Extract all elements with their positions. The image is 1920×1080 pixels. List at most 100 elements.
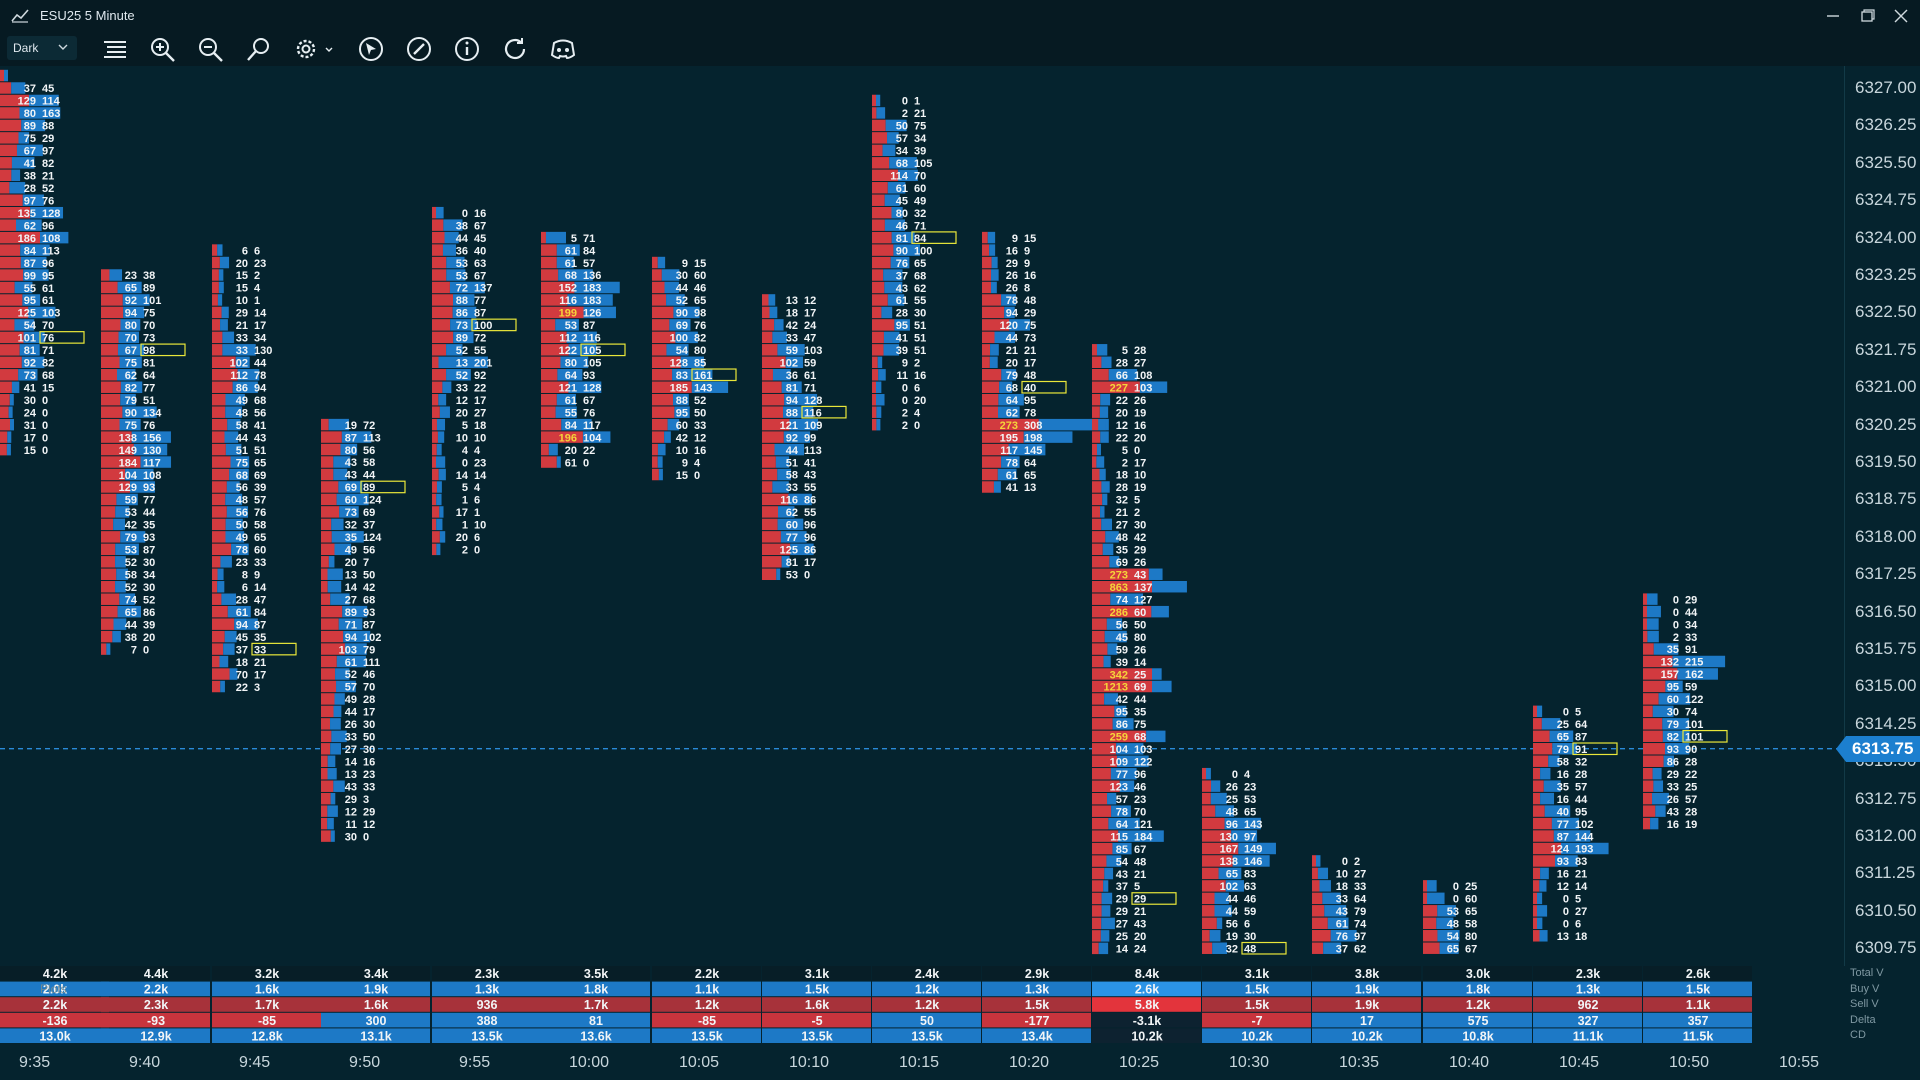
sell-volume-label: 29 (1667, 769, 1679, 781)
minimize-icon[interactable] (1818, 4, 1848, 28)
discord-icon[interactable] (548, 35, 578, 63)
price-axis[interactable]: 6327.00 6326.25 6325.50 6324.75 6324.00 6323.… (1844, 66, 1920, 966)
buy-volume-bar (20, 244, 50, 256)
sell-volume-bar (101, 294, 123, 306)
buy-volume-bar (1212, 942, 1228, 954)
stats-cell (1533, 997, 1642, 1012)
sell-volume-label: 186 (18, 233, 36, 245)
sell-volume-bar (321, 618, 339, 630)
buy-volume-bar (1214, 905, 1232, 917)
buy-volume-label: 16 (474, 208, 486, 220)
buy-volume-bar (328, 556, 335, 568)
buy-volume-label: 73 (1024, 333, 1036, 345)
stats-cell (1423, 1028, 1532, 1043)
buy-volume-bar (119, 356, 142, 369)
buy-volume-label: 144 (1575, 831, 1594, 843)
buy-volume-label: 136 (583, 270, 601, 282)
sell-volume-label: 78 (1116, 806, 1128, 818)
buy-volume-label: 51 (914, 320, 926, 332)
sell-volume-bar (0, 369, 19, 381)
sell-volume-bar (652, 306, 674, 319)
sell-volume-bar (872, 182, 888, 194)
sell-volume-label: 52 (676, 295, 688, 307)
sell-volume-bar (212, 605, 228, 618)
zoom-in-icon[interactable] (148, 35, 178, 63)
buy-volume-label: 60 (1465, 894, 1477, 906)
sell-volume-label: 13 (345, 769, 357, 781)
stats-row-label: Delta (1850, 1013, 1876, 1026)
stats-cell (0, 1028, 109, 1043)
sell-volume-label: 259 (1110, 732, 1128, 744)
cursor-icon[interactable] (356, 35, 386, 63)
sell-volume-label: 30 (1667, 707, 1679, 719)
gear-icon[interactable] (292, 35, 336, 63)
sell-volume-bar (1643, 730, 1663, 743)
buy-volume-bar (884, 281, 903, 294)
sell-volume-bar (212, 456, 231, 468)
sell-volume-label: 104 (119, 470, 138, 482)
buy-volume-bar (1437, 930, 1460, 942)
sell-volume-bar (652, 281, 665, 294)
info-icon[interactable] (452, 35, 482, 63)
sell-volume-bar (1312, 855, 1316, 867)
buy-volume-bar (556, 456, 561, 468)
sell-volume-bar (432, 393, 439, 406)
buy-volume-bar (1224, 817, 1261, 830)
close-icon[interactable] (1886, 4, 1916, 28)
sell-volume-label: 20 (1006, 358, 1018, 370)
search-icon[interactable] (244, 35, 274, 63)
sell-volume-label: 2 (902, 407, 908, 419)
buy-volume-label: 27 (474, 407, 486, 419)
stats-value: 1.9k (1355, 998, 1379, 1012)
pen-icon[interactable] (404, 35, 434, 63)
sell-volume-bar (652, 369, 673, 381)
buy-volume-bar (331, 730, 347, 743)
sell-volume-bar (1202, 830, 1232, 842)
sell-volume-label: 42 (676, 432, 688, 444)
buy-volume-label: 16 (1024, 270, 1036, 282)
sell-volume-bar (982, 231, 988, 244)
buy-volume-label: 29 (42, 133, 54, 145)
buy-volume-label: 96 (804, 520, 816, 532)
sell-volume-bar (101, 506, 116, 518)
sell-volume-bar (872, 369, 879, 381)
buy-volume-label: 43 (1134, 919, 1146, 931)
time-axis[interactable]: 9:35 9:40 9:45 9:50 9:55 10:00 10:05 10:10 10:15… (0, 1044, 1920, 1080)
buy-volume-bar (1108, 369, 1138, 381)
sell-volume-label: 61 (565, 457, 577, 469)
refresh-icon[interactable] (500, 35, 530, 63)
restore-icon[interactable] (1852, 4, 1882, 28)
buy-volume-label: 52 (143, 594, 155, 606)
menu-icon[interactable] (100, 35, 130, 63)
buy-volume-bar (344, 643, 367, 655)
theme-dropdown[interactable]: Dark (7, 36, 77, 60)
sell-volume-bar (1643, 655, 1673, 668)
sell-volume-bar (212, 481, 227, 493)
stats-row-label: Sell V (1850, 998, 1879, 1011)
buy-volume-bar (438, 356, 488, 369)
sell-volume-label: 55 (24, 283, 36, 295)
zoom-out-icon[interactable] (196, 35, 226, 63)
buy-volume-label: 58 (254, 520, 266, 532)
sell-volume-bar (1202, 867, 1219, 880)
buy-volume-label: 45 (42, 83, 54, 95)
buy-volume-bar (568, 344, 597, 356)
sell-volume-label: 53 (786, 570, 798, 582)
